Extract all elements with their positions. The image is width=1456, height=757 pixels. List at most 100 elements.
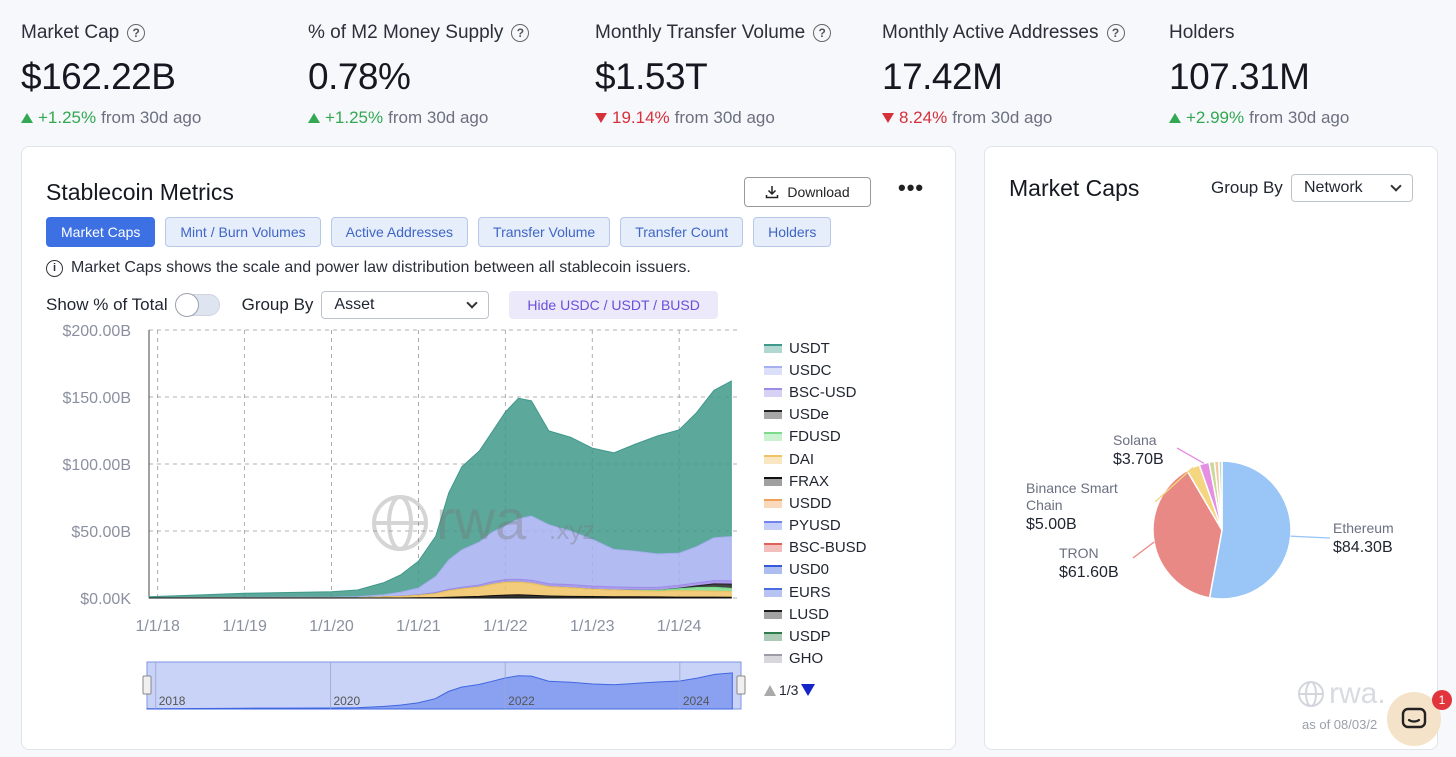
groupby-label: Group By: [241, 295, 314, 314]
legend-item-bsc-usd[interactable]: BSC-USD: [764, 381, 867, 403]
legend-item-dai[interactable]: DAI: [764, 448, 867, 470]
legend-label: USDP: [789, 628, 831, 646]
legend-item-fdusd[interactable]: FDUSD: [764, 426, 867, 448]
more-options-icon[interactable]: •••: [898, 175, 925, 200]
pie-label-tron: TRON $61.60B: [1059, 545, 1119, 581]
groupby-select[interactable]: Asset: [321, 291, 490, 319]
help-icon[interactable]: ?: [1106, 24, 1125, 42]
x-tick-label: 1/1/19: [222, 618, 267, 635]
y-tick-label: $100.00B: [62, 457, 131, 474]
help-icon[interactable]: ?: [813, 24, 832, 42]
legend-swatch: [764, 609, 782, 619]
legend-swatch: [764, 387, 782, 397]
pie-connector: [1176, 447, 1205, 464]
help-icon[interactable]: ?: [127, 24, 146, 42]
legend-item-usdt[interactable]: USDT: [764, 337, 867, 359]
tab-active-addresses[interactable]: Active Addresses: [330, 217, 469, 247]
rwa-watermark: rwa.: [1297, 677, 1386, 711]
metric-change: 19.14%: [612, 108, 670, 127]
down-arrow-icon: [882, 113, 894, 123]
globe-icon-meridian: [387, 495, 413, 551]
navigator-area: [146, 672, 733, 710]
chart-legend: USDT USDC BSC-USD USDe FDUSD DAI FRAX USDD PYUSD…: [764, 337, 867, 670]
legend-swatch: [764, 521, 782, 531]
legend-swatch: [764, 587, 782, 597]
tab-market-caps[interactable]: Market Caps: [46, 217, 156, 247]
navigator-handle[interactable]: [736, 675, 746, 695]
legend-swatch: [764, 565, 782, 575]
download-icon: [766, 186, 779, 199]
y-tick-label: $0.00K: [80, 591, 131, 608]
legend-item-lusd[interactable]: LUSD: [764, 603, 867, 625]
legend-item-pyusd[interactable]: PYUSD: [764, 515, 867, 537]
navigator-year-label: 2024: [683, 694, 710, 708]
legend-item-usdp[interactable]: USDP: [764, 625, 867, 647]
hide-major-stablecoins-button[interactable]: Hide USDC / USDT / BUSD: [509, 291, 718, 319]
legend-item-usde[interactable]: USDe: [764, 404, 867, 426]
navigator-handle[interactable]: [142, 675, 152, 695]
slice-value: $61.60B: [1059, 564, 1119, 581]
network-pie-chart: [1132, 447, 1331, 600]
metric-label: % of M2 Money Supply: [308, 22, 504, 43]
pie-slice-tron[interactable]: [1152, 469, 1223, 599]
up-arrow-icon: [21, 113, 33, 123]
legend-item-usdd[interactable]: USDD: [764, 492, 867, 514]
metric-change-suffix: from 30d ago: [952, 108, 1053, 127]
pager-prev-icon[interactable]: [764, 684, 776, 696]
legend-item-gho[interactable]: GHO: [764, 648, 867, 670]
notification-badge: 1: [1432, 690, 1452, 710]
legend-swatch: [764, 432, 782, 442]
metric-change-suffix: from 30d ago: [388, 108, 489, 127]
metric-value: 107.31M: [1169, 56, 1310, 97]
legend-swatch: [764, 365, 782, 375]
pie-slice-other-3[interactable]: [1217, 460, 1223, 531]
network-select[interactable]: Network: [1291, 174, 1413, 202]
groupby-value: Network: [1304, 179, 1363, 196]
area-frax: [149, 594, 732, 599]
legend-label: BSC-BUSD: [789, 539, 867, 557]
pager-next-icon[interactable]: [801, 684, 816, 696]
legend-item-frax[interactable]: FRAX: [764, 470, 867, 492]
legend-item-bsc-busd[interactable]: BSC-BUSD: [764, 537, 867, 559]
legend-item-usdc[interactable]: USDC: [764, 359, 867, 381]
metric-label: Market Cap: [21, 22, 120, 43]
card-title: Market Caps: [1009, 175, 1140, 201]
metrics-bar: Market Cap? $162.22B +1.25% from 30d ago …: [0, 0, 1456, 140]
stablecoin-metrics-card: Stablecoin Metrics Download ••• Market C…: [21, 146, 956, 750]
slice-name: Binance Smart Chain: [1026, 480, 1118, 513]
legend-label: BSC-USD: [789, 383, 857, 401]
tab-transfer-count[interactable]: Transfer Count: [620, 217, 744, 247]
pie-connector: [1132, 541, 1155, 559]
metric-transfer-volume: Monthly Transfer Volume? $1.53T 19.14% fr…: [595, 22, 875, 128]
slice-name: Ethereum: [1333, 520, 1394, 536]
info-icon: i: [46, 259, 63, 277]
legend-label: USDD: [789, 494, 832, 512]
globe-icon: [1298, 681, 1324, 707]
slice-value: $84.30B: [1333, 539, 1393, 556]
legend-swatch: [764, 343, 782, 353]
market-caps-card: Market Caps Group By Network Solana $3.7…: [984, 146, 1438, 750]
y-tick-label: $150.00B: [62, 390, 131, 407]
legend-swatch: [764, 632, 782, 642]
tab-holders[interactable]: Holders: [753, 217, 832, 247]
show-pct-toggle[interactable]: [174, 293, 220, 317]
metric-tabs: Market Caps Mint / Burn Volumes Active A…: [46, 217, 832, 247]
tab-transfer-volume[interactable]: Transfer Volume: [478, 217, 611, 247]
metric-label: Holders: [1169, 22, 1235, 43]
tab-mint-burn-volumes[interactable]: Mint / Burn Volumes: [165, 217, 321, 247]
metric-market-cap: Market Cap? $162.22B +1.25% from 30d ago: [21, 22, 301, 128]
legend-item-eurs[interactable]: EURS: [764, 581, 867, 603]
legend-item-usd0[interactable]: USD0: [764, 559, 867, 581]
x-tick-label: 1/1/20: [309, 618, 354, 635]
info-text: i Market Caps shows the scale and power …: [46, 259, 691, 277]
y-tick-label: $200.00B: [62, 323, 131, 340]
up-arrow-icon: [1169, 113, 1181, 123]
legend-label: DAI: [789, 450, 815, 468]
navigator-year-label: 2022: [508, 694, 535, 708]
legend-swatch: [764, 654, 782, 664]
download-button[interactable]: Download: [744, 177, 871, 207]
help-icon[interactable]: ?: [511, 24, 530, 42]
market-caps-area-chart: $200.00B$150.00B$100.00B$50.00B$0.00K1/1…: [62, 323, 746, 710]
legend-swatch: [764, 498, 782, 508]
as-of-date: as of 08/03/2: [1302, 717, 1378, 732]
